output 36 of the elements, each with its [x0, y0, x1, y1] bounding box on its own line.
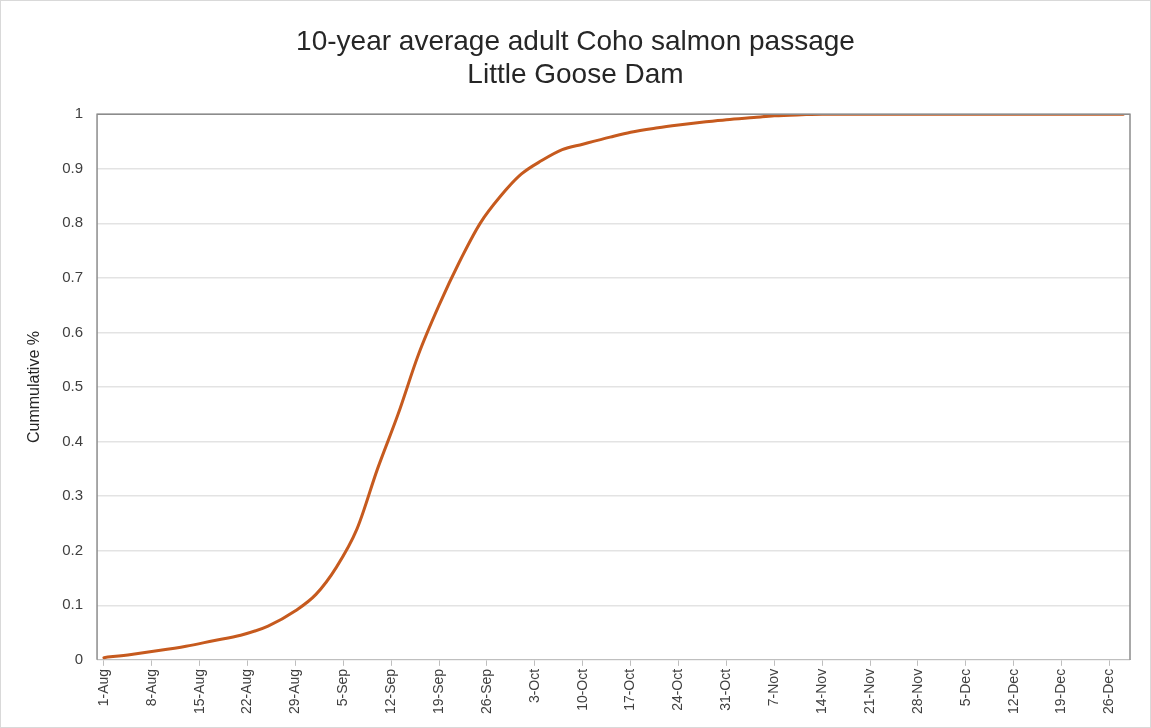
y-tick-label: 0.7 [62, 268, 84, 286]
y-tick-label: 0.2 [62, 540, 84, 558]
x-tick-label: 1-Aug [94, 668, 111, 707]
x-tick-label: 5-Sep [334, 668, 351, 707]
y-tick-label: 0.6 [62, 322, 84, 340]
y-tick-label: 0 [74, 650, 84, 667]
x-tick-label: 26-Dec [1100, 668, 1117, 714]
x-tick-label: 24-Oct [669, 668, 686, 711]
x-tick-label: 22-Aug [238, 668, 255, 715]
y-tick-label: 0.9 [62, 158, 84, 176]
x-tick-label: 31-Oct [717, 668, 734, 711]
x-tick-label: 21-Nov [860, 668, 877, 714]
x-tick-label: 28-Nov [908, 668, 925, 714]
x-tick-label: 15-Aug [190, 668, 207, 715]
y-tick-label: 0.4 [62, 431, 84, 449]
x-tick-label: 29-Aug [286, 668, 303, 715]
x-tick-label: 12-Dec [1004, 668, 1021, 714]
x-tick-label: 14-Nov [813, 668, 830, 714]
y-axis-title: Cummulative % [25, 331, 43, 444]
y-tick-label: 0.3 [62, 486, 84, 504]
chart-title: 10-year average adult Coho salmon passage Little Goose Dam [296, 24, 855, 90]
y-tick-label: 0.5 [62, 377, 84, 395]
y-tick-label: 0.1 [62, 595, 84, 613]
x-tick-label: 12-Sep [382, 668, 399, 715]
x-tick-label: 3-Oct [525, 668, 542, 704]
line-series [102, 114, 1125, 660]
x-tick-label: 8-Aug [142, 668, 159, 707]
y-tick-label: 1 [74, 104, 84, 122]
x-tick-label: 17-Oct [621, 668, 638, 711]
x-tick-label: 7-Nov [765, 668, 782, 707]
x-tick-label: 10-Oct [573, 668, 590, 711]
x-tick-label: 26-Sep [477, 668, 494, 715]
x-tick-label: 19-Dec [1052, 668, 1069, 714]
x-tick-label: 19-Sep [429, 668, 446, 715]
y-tick-label: 0.8 [62, 213, 84, 231]
x-tick-label: 5-Dec [956, 668, 973, 707]
